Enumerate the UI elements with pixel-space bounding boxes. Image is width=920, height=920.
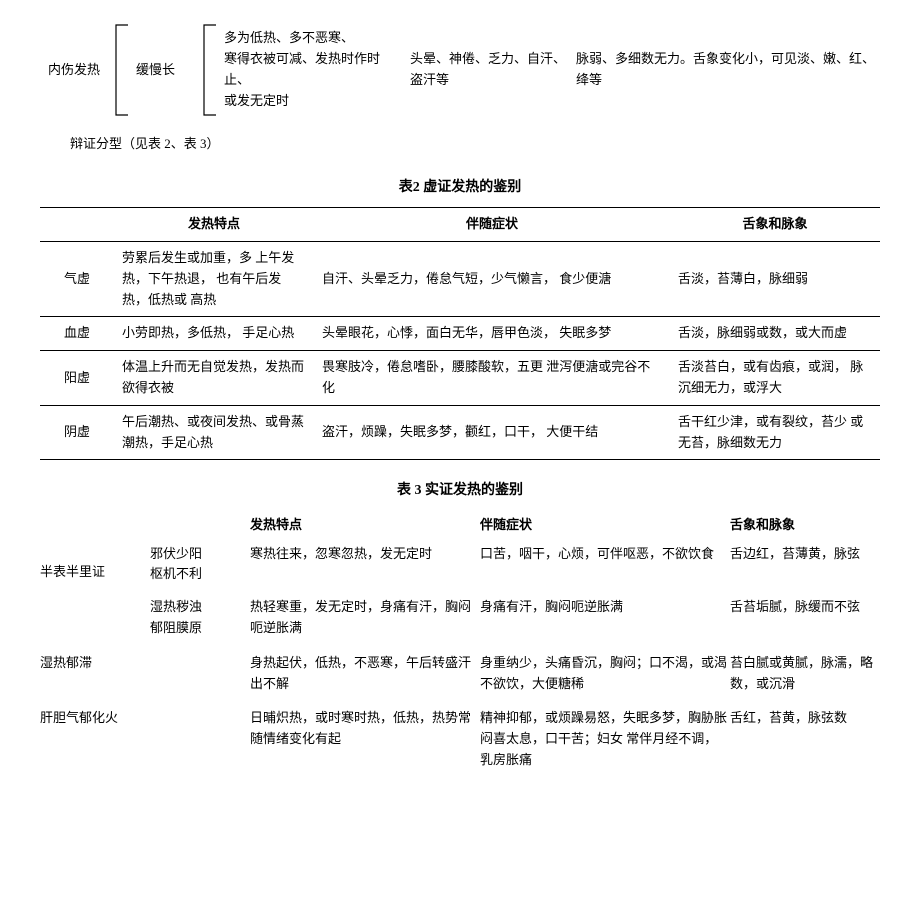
cell: 身热起伏，低热，不恶寒，午后转盛汗出不解 bbox=[250, 653, 480, 695]
diagram-col3: 多为低热、多不恶寒、 寒得衣被可减、发热时作时止、 或发无定时 bbox=[224, 28, 404, 111]
table2-header: 发热特点 伴随症状 舌象和脉象 bbox=[40, 208, 880, 242]
cell: 精神抑郁，或烦躁易怒，失眠多梦，胸胁胀闷喜太息，口干苦；妇女 常伴月经不调，乳房… bbox=[480, 708, 730, 770]
col-blank bbox=[40, 515, 150, 536]
cell: 劳累后发生或加重，多 上午发热，下午热退， 也有午后发热，低热或 高热 bbox=[114, 241, 314, 316]
cell: 舌淡，脉细弱或数，或大而虚 bbox=[670, 317, 880, 351]
cell: 小劳即热，多低热， 手足心热 bbox=[114, 317, 314, 351]
cell: 舌苔垢腻，脉缓而不弦 bbox=[730, 597, 880, 639]
col-fever: 发热特点 bbox=[250, 515, 480, 536]
cell: 苔白腻或黄腻，脉濡，略数，或沉滑 bbox=[730, 653, 880, 695]
cell: 身痛有汗，胸闷呃逆胀满 bbox=[480, 597, 730, 639]
cell: 头晕眼花，心悸，面白无华，唇甲色淡， 失眠多梦 bbox=[314, 317, 670, 351]
col-blank bbox=[40, 208, 114, 242]
cell: 热轻寒重，发无定时，身痛有汗，胸闷呃逆胀满 bbox=[250, 597, 480, 639]
cell: 舌干红少津，或有裂纹，苔少 或无苔，脉细数无力 bbox=[670, 405, 880, 460]
cell: 舌淡，苔薄白，脉细弱 bbox=[670, 241, 880, 316]
table-row: 邪伏少阳 枢机不利 寒热往来，忽寒忽热，发无定时 口苦，咽干，心烦，可伴呕恶，不… bbox=[150, 544, 880, 586]
cell: 寒热往来，忽寒忽热，发无定时 bbox=[250, 544, 480, 586]
table-row: 血虚 小劳即热，多低热， 手足心热 头晕眼花，心悸，面白无华，唇甲色淡， 失眠多… bbox=[40, 317, 880, 351]
cell: 畏寒肢冷，倦怠嗜卧，腰膝酸软，五更 泄泻便溏或完谷不化 bbox=[314, 351, 670, 406]
bracket-icon bbox=[114, 24, 130, 116]
row-name: 阳虚 bbox=[40, 351, 114, 406]
table-row: 阳虚 体温上升而无自觉发热，发热而欲得衣被 畏寒肢冷，倦怠嗜卧，腰膝酸软，五更 … bbox=[40, 351, 880, 406]
cell: 日晡炽热，或时寒时热，低热，热势常随情绪变化有起 bbox=[250, 708, 480, 750]
cell: 体温上升而无自觉发热，发热而欲得衣被 bbox=[114, 351, 314, 406]
table-row: 阴虚 午后潮热、或夜间发热、或骨蒸潮热，手足心热 盗汗，烦躁，失眠多梦，颧红，口… bbox=[40, 405, 880, 460]
bracket-diagram: 内伤发热 缓慢长 多为低热、多不恶寒、 寒得衣被可减、发热时作时止、 或发无定时… bbox=[40, 24, 880, 116]
cell: 舌边红，苔薄黄，脉弦 bbox=[730, 544, 880, 586]
diagram-label: 内伤发热 bbox=[40, 60, 108, 81]
row-name: 湿热郁滞 bbox=[40, 653, 150, 674]
cell: 身重纳少，头痛昏沉，胸闷；口不渴，或渴不欲饮，大便糖稀 bbox=[480, 653, 730, 695]
row-name: 血虚 bbox=[40, 317, 114, 351]
diagram-col5: 脉弱、多细数无力。舌象变化小，可见淡、嫩、红、绛等 bbox=[576, 49, 880, 91]
cell: 盗汗，烦躁，失眠多梦，颧红，口干， 大便干结 bbox=[314, 405, 670, 460]
caption-text: 辩证分型（见表 2、表 3） bbox=[70, 134, 880, 155]
table-row: 肝胆气郁化火 日晡炽热，或时寒时热，低热，热势常随情绪变化有起 精神抑郁，或烦躁… bbox=[40, 704, 880, 780]
col-symptom: 伴随症状 bbox=[480, 515, 730, 536]
col-symptom: 伴随症状 bbox=[314, 208, 670, 242]
cell: 舌红，苔黄，脉弦数 bbox=[730, 708, 880, 729]
table3-group1: 半表半里证 邪伏少阳 枢机不利 寒热往来，忽寒忽热，发无定时 口苦，咽干，心烦，… bbox=[40, 540, 880, 649]
col-tongue: 舌象和脉象 bbox=[670, 208, 880, 242]
sub-name: 邪伏少阳 枢机不利 bbox=[150, 544, 250, 586]
table-row: 湿热秽浊 郁阻膜原 热轻寒重，发无定时，身痛有汗，胸闷呃逆胀满 身痛有汗，胸闷呃… bbox=[150, 597, 880, 639]
diagram-col2: 缓慢长 bbox=[136, 60, 196, 81]
cell: 自汗、头晕乏力，倦怠气短，少气懒言， 食少便溏 bbox=[314, 241, 670, 316]
cell: 舌淡苔白，或有齿痕，或润， 脉沉细无力，或浮大 bbox=[670, 351, 880, 406]
col-blank bbox=[150, 515, 250, 536]
group-name: 半表半里证 bbox=[40, 544, 150, 583]
diagram-col4: 头晕、神倦、乏力、自汗、盗汗等 bbox=[410, 49, 570, 91]
table2: 发热特点 伴随症状 舌象和脉象 气虚 劳累后发生或加重，多 上午发热，下午热退，… bbox=[40, 207, 880, 460]
table-row: 湿热郁滞 身热起伏，低热，不恶寒，午后转盛汗出不解 身重纳少，头痛昏沉，胸闷；口… bbox=[40, 649, 880, 705]
table3: 发热特点 伴随症状 舌象和脉象 半表半里证 邪伏少阳 枢机不利 寒热往来，忽寒忽… bbox=[40, 511, 880, 781]
table2-title: 表2 虚证发热的鉴别 bbox=[40, 177, 880, 199]
cell: 口苦，咽干，心烦，可伴呕恶，不欲饮食 bbox=[480, 544, 730, 586]
table3-header: 发热特点 伴随症状 舌象和脉象 bbox=[40, 511, 880, 540]
bracket-icon bbox=[202, 24, 218, 116]
table3-title: 表 3 实证发热的鉴别 bbox=[40, 480, 880, 502]
sub-name: 湿热秽浊 郁阻膜原 bbox=[150, 597, 250, 639]
row-name: 阴虚 bbox=[40, 405, 114, 460]
col-fever: 发热特点 bbox=[114, 208, 314, 242]
table-row: 气虚 劳累后发生或加重，多 上午发热，下午热退， 也有午后发热，低热或 高热 自… bbox=[40, 241, 880, 316]
row-name: 气虚 bbox=[40, 241, 114, 316]
row-name: 肝胆气郁化火 bbox=[40, 708, 150, 729]
cell: 午后潮热、或夜间发热、或骨蒸潮热，手足心热 bbox=[114, 405, 314, 460]
col-tongue: 舌象和脉象 bbox=[730, 515, 880, 536]
